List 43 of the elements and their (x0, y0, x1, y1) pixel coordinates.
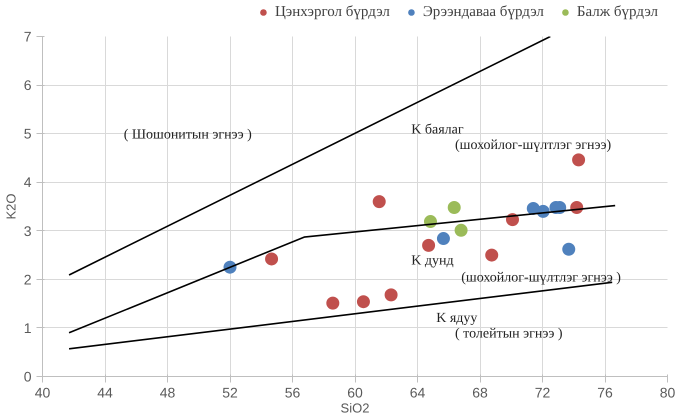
legend-label: Цэнхэргол бүрдэл (274, 4, 390, 20)
x-tick-label: 72 (534, 384, 550, 400)
point (265, 252, 278, 266)
y-tick-label: 2 (24, 271, 32, 288)
x-tick-label: 60 (347, 384, 363, 400)
point (448, 200, 461, 214)
y-tick-label: 0 (24, 368, 32, 384)
point (422, 238, 436, 252)
annotation: (шохойлог-шүлтлэг эгнээ) (455, 138, 612, 153)
point (454, 224, 468, 237)
x-tick-label: 80 (660, 384, 676, 400)
x-tick-label: 76 (597, 384, 613, 400)
x-tick-label: 44 (97, 384, 113, 400)
point (485, 248, 498, 262)
annotation: K дунд (411, 253, 454, 268)
x-tick-label: 64 (410, 384, 426, 400)
legend-label: Эрээндаваа бүрдэл (422, 4, 544, 20)
point (572, 153, 586, 166)
annotation: K баялаг (411, 122, 464, 138)
y-tick-label: 1 (24, 320, 32, 336)
y-axis-title: K2O (4, 193, 19, 220)
y-tick-label: 4 (24, 174, 32, 190)
y-tick-label: 5 (24, 126, 32, 142)
y-tick-label: 3 (24, 222, 32, 239)
annotation: K ядуу (436, 311, 478, 326)
point (326, 296, 340, 310)
y-tick-label: 6 (24, 77, 32, 94)
point (372, 195, 386, 208)
x-axis-title: SiO2 (340, 400, 370, 416)
x-tick-label: 52 (222, 384, 238, 400)
y-tick-label: 7 (24, 28, 32, 44)
annotation: ( Шошонитын эгнээ ) (124, 128, 252, 143)
x-tick-label: 68 (472, 384, 488, 400)
point (356, 295, 370, 308)
point (436, 232, 450, 246)
x-tick-label: 40 (34, 384, 50, 400)
x-tick-label: 48 (160, 384, 176, 400)
legend-label: Балж бүрдэл (576, 4, 658, 20)
annotation: (шохойлог-шүлтлэг эгнээ ) (461, 270, 622, 286)
point (384, 288, 398, 302)
annotation: ( толейтын эгнээ ) (455, 326, 563, 342)
x-tick-label: 56 (284, 384, 300, 400)
point (562, 242, 576, 256)
